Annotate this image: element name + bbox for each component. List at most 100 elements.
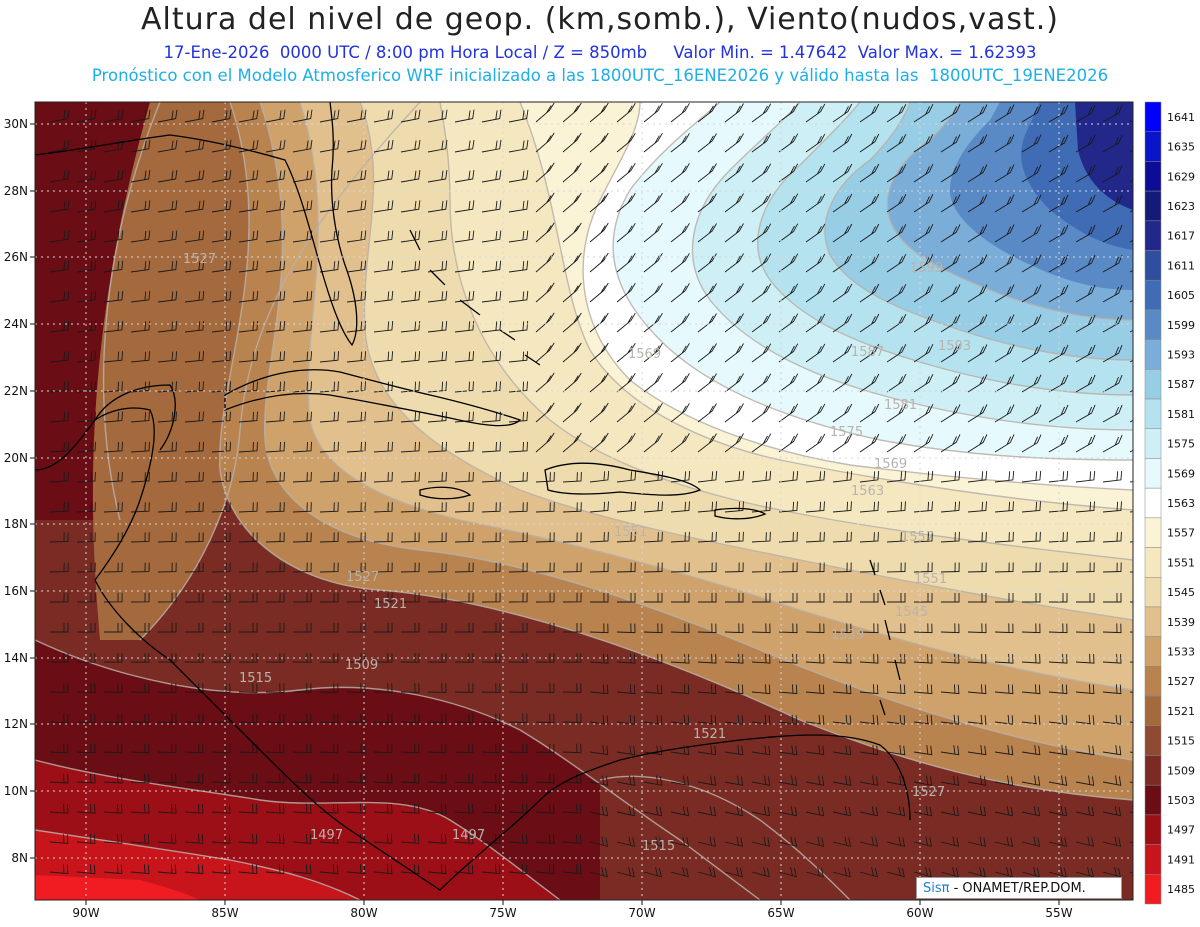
wind-barb — [400, 411, 420, 423]
wind-barb — [76, 471, 96, 483]
wind-barb — [967, 531, 987, 543]
wind-barb — [157, 320, 178, 333]
wind-barb — [670, 806, 690, 817]
wind-barb — [103, 743, 123, 754]
wind-barb — [697, 193, 717, 213]
wind-barb — [427, 592, 447, 603]
wind-barb — [643, 132, 663, 153]
wind-barb — [319, 773, 339, 784]
wind-barb — [535, 342, 555, 363]
wind-barb — [103, 773, 123, 784]
wind-barb — [778, 562, 798, 573]
wind-barb — [427, 351, 448, 363]
contour-label: 1527 — [346, 570, 379, 585]
wind-barb — [454, 411, 474, 423]
wind-barb — [913, 775, 933, 786]
wind-barb — [832, 103, 853, 123]
wind-barb — [670, 103, 690, 123]
wind-barb — [805, 806, 825, 817]
wind-barb — [130, 502, 150, 513]
wind-barb — [50, 623, 69, 633]
wind-barb — [481, 592, 501, 603]
wind-barb — [859, 343, 880, 363]
wind-barb — [940, 684, 960, 695]
wind-barb — [184, 502, 204, 513]
wind-barb — [400, 381, 420, 393]
south-america-coast — [439, 734, 911, 891]
wind-barb — [751, 433, 772, 453]
wind-barb — [508, 864, 528, 875]
wind-barb — [1075, 867, 1094, 878]
wind-barb — [481, 351, 502, 363]
wind-barb — [589, 470, 610, 483]
lon-tick-label: 80W — [350, 906, 377, 920]
colorbar-label: 1587 — [1167, 378, 1195, 391]
wind-barb — [1021, 745, 1041, 756]
wind-barb — [292, 743, 312, 754]
lat-tick-label: 26N — [4, 250, 28, 264]
wind-barb — [1102, 194, 1123, 213]
wind-barb — [1075, 531, 1095, 543]
wind-barb — [184, 532, 204, 543]
wind-barb — [319, 653, 339, 663]
band-1509-south — [600, 776, 850, 900]
wind-barb — [697, 313, 717, 333]
wind-barb — [751, 806, 771, 817]
wind-barb — [967, 623, 987, 634]
wind-barb — [265, 320, 286, 333]
wind-barb — [995, 593, 1014, 603]
wind-barb — [562, 102, 582, 123]
wind-barb — [589, 867, 608, 878]
wind-barb — [967, 836, 987, 847]
wind-barb — [157, 864, 177, 875]
wind-barb — [319, 562, 339, 573]
wind-barb — [1102, 374, 1123, 393]
contour-label: 1551 — [614, 525, 647, 540]
contour-label: 1527 — [912, 785, 945, 800]
wind-barb — [697, 806, 717, 817]
wind-barb — [103, 441, 123, 453]
wind-barb — [265, 562, 285, 573]
wind-barb — [1102, 714, 1122, 725]
colorbar-swatch — [1144, 220, 1162, 251]
wind-barb — [994, 344, 1015, 363]
wind-barb — [886, 223, 907, 243]
wind-barb — [373, 713, 393, 724]
wind-barb — [508, 170, 529, 183]
wind-barb — [697, 433, 717, 453]
lat-axis: 30N 28N 26N 24N 22N 20N 18N 16N 14N 12N … — [4, 117, 28, 865]
wind-barb — [292, 411, 312, 423]
wind-barb — [994, 836, 1014, 847]
wind-barb — [1102, 836, 1122, 847]
contour-label-group: 1527 1569 1587 1593 1599 1581 1575 1569 … — [183, 252, 971, 854]
contour-label: 1557 — [901, 530, 934, 545]
wind-barb — [697, 103, 717, 123]
wind-barb — [481, 260, 502, 273]
wind-barb — [509, 623, 528, 633]
wind-barb — [292, 381, 312, 393]
wind-barb — [508, 290, 529, 303]
wind-barb — [454, 713, 474, 724]
wind-barb — [400, 834, 420, 844]
wind-barb — [1048, 806, 1068, 817]
wind-barb — [103, 411, 123, 423]
colorbar-label: 1611 — [1167, 259, 1195, 272]
colorbar-swatch — [1144, 279, 1162, 311]
wind-barb — [832, 193, 853, 213]
wind-barb — [454, 834, 474, 844]
wind-barb — [643, 836, 663, 847]
wind-barb — [1075, 714, 1095, 725]
wind-barb — [967, 344, 988, 363]
wind-barb — [886, 470, 907, 483]
colorbar-swatch — [1144, 666, 1162, 697]
wind-barb — [562, 252, 582, 273]
wind-barb — [130, 562, 150, 573]
wind-barb — [1048, 404, 1069, 423]
wind-barb — [805, 133, 826, 153]
wind-barb — [697, 253, 717, 273]
wind-barb — [427, 320, 448, 333]
wind-barb — [508, 471, 528, 483]
wind-barb — [697, 343, 717, 363]
wind-barb — [184, 834, 204, 844]
colorbar-label: 1539 — [1167, 616, 1195, 629]
